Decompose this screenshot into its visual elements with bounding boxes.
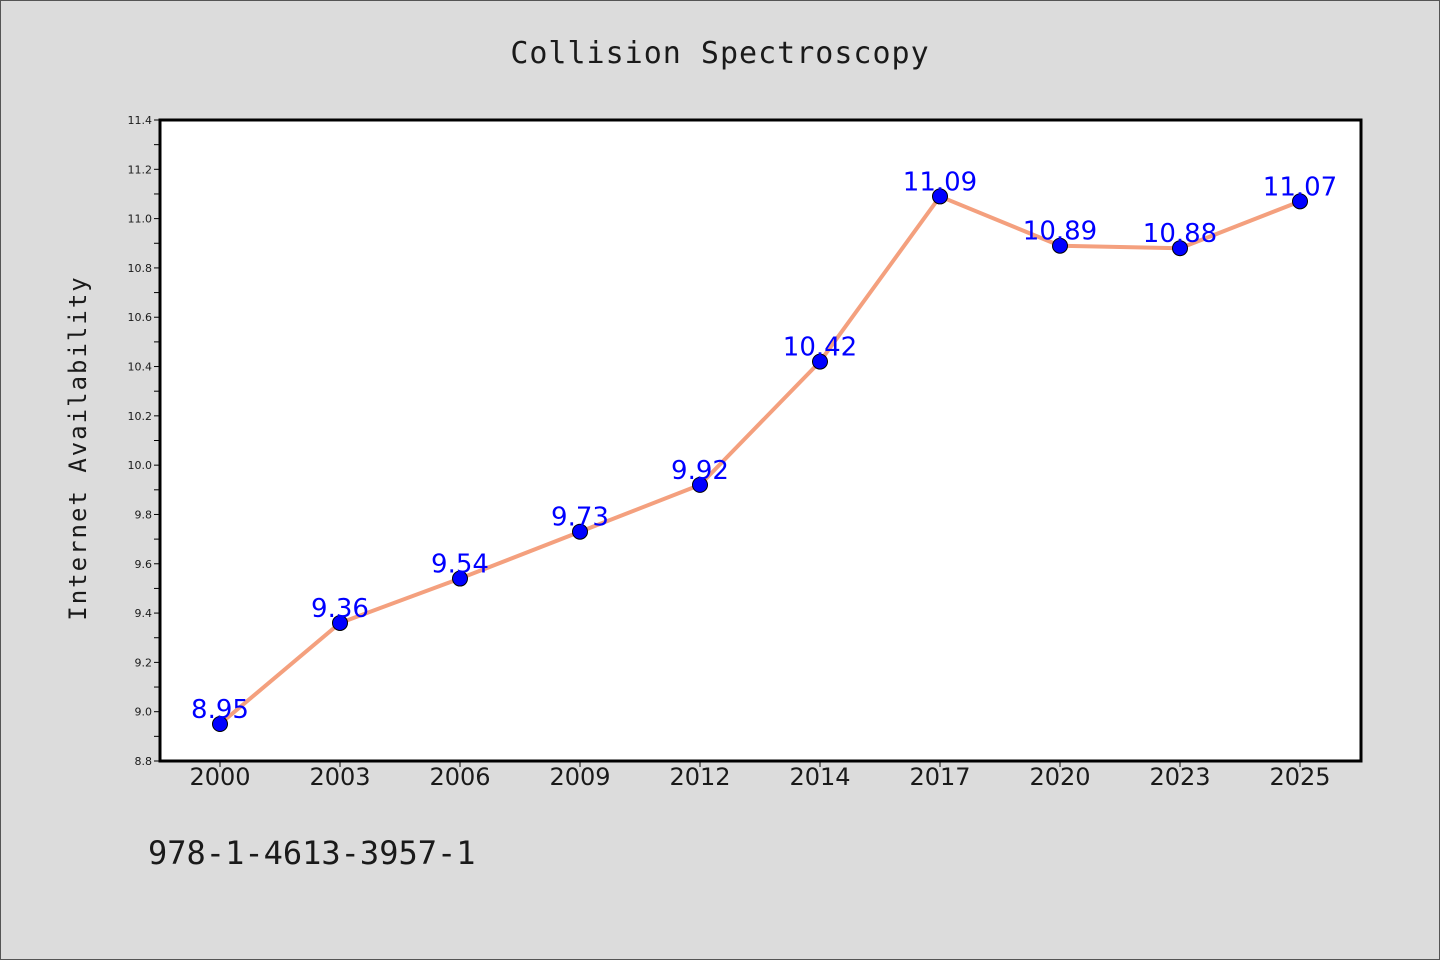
y-tick-label: 11.4: [128, 114, 153, 127]
data-label: 11.07: [1263, 172, 1337, 202]
data-point: [1172, 240, 1188, 257]
data-label: 8.95: [191, 695, 249, 725]
x-tick-label: 2006: [429, 763, 490, 791]
data-label: 11.09: [903, 167, 977, 197]
x-tick-label: 2014: [789, 763, 850, 791]
series-line-group: [212, 188, 1308, 733]
data-point: [1052, 237, 1068, 254]
y-tick-label: 10.6: [128, 311, 153, 324]
y-tick-label: 9.8: [135, 508, 153, 521]
y-tick-label: 11.2: [128, 163, 153, 176]
data-label: 9.92: [671, 456, 729, 486]
y-tick-label: 8.8: [135, 755, 153, 768]
plot-frame: [158, 118, 1363, 763]
data-point: [692, 476, 708, 493]
x-tick-label: 2025: [1269, 763, 1330, 791]
x-tick-label: 2009: [549, 763, 610, 791]
y-tick-label: 9.0: [135, 706, 153, 719]
x-tick-label: 2020: [1029, 763, 1090, 791]
x-axis-ticks: 2000 2003 2006 2009 2012 2014 2017 2020 2023 2025: [189, 761, 1331, 791]
data-label: 10.89: [1023, 217, 1097, 247]
y-tick-label: 10.4: [128, 361, 153, 374]
data-label-group: 8.95 9.36 9.54 9.73 9.92 10.42 11.09 10.89 10.88…: [191, 167, 1337, 725]
data-point: [452, 570, 468, 587]
data-label: 9.36: [311, 594, 369, 624]
data-label: 10.42: [783, 333, 857, 363]
y-tick-label: 10.8: [128, 262, 153, 275]
x-tick-label: 2017: [909, 763, 970, 791]
data-point: [812, 353, 828, 370]
isbn-text: 978-1-4613-3957-1: [148, 834, 476, 872]
data-point: [572, 523, 588, 540]
y-tick-label: 10.2: [128, 410, 153, 423]
data-label: 9.54: [431, 550, 489, 580]
x-tick-label: 2000: [189, 763, 250, 791]
data-point: [332, 614, 348, 631]
y-tick-label: 9.2: [135, 656, 153, 669]
data-point: [932, 188, 948, 205]
y-axis-ticks: 8.8 9.0 9.2 9.4 9.6 9.8 10.0 10.2 10.4 10.6 10.8 11…: [128, 114, 160, 768]
y-tick-label: 9.6: [135, 558, 153, 571]
y-tick-label: 9.4: [135, 607, 153, 620]
series-line: [218, 194, 1302, 727]
y-tick-label: 10.0: [128, 459, 153, 472]
x-tick-label: 2003: [309, 763, 370, 791]
y-axis-label: Internet Availability: [64, 275, 92, 620]
plot-area: [160, 120, 1361, 761]
data-point: [1292, 193, 1308, 210]
data-label: 9.73: [551, 503, 609, 533]
data-point: [212, 716, 228, 733]
y-tick-label: 11.0: [128, 213, 153, 226]
x-tick-label: 2012: [669, 763, 730, 791]
x-tick-label: 2023: [1149, 763, 1210, 791]
data-label: 10.88: [1143, 219, 1217, 249]
chart-title: Collision Spectroscopy: [510, 36, 929, 71]
